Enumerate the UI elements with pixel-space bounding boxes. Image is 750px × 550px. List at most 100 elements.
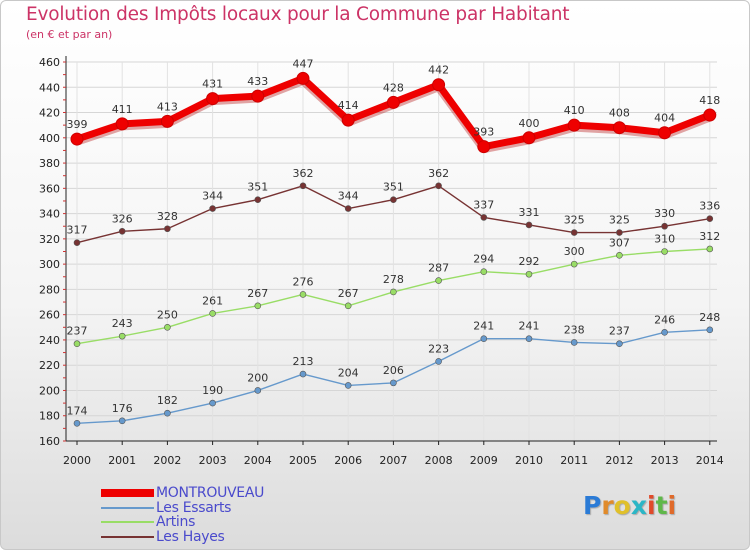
series-point-3: [73, 239, 81, 246]
series-point-0: [386, 95, 400, 109]
series-point-0: [658, 126, 672, 140]
data-label-3: 328: [157, 210, 178, 223]
data-label-1: 246: [654, 313, 675, 326]
data-label-0: 433: [247, 75, 268, 88]
data-label-2: 312: [699, 230, 720, 243]
legend-swatch-2: [101, 521, 154, 524]
y-tick-label: 240: [39, 334, 60, 347]
series-point-0: [432, 78, 446, 92]
series-point-0: [115, 117, 129, 131]
series-point-0: [522, 131, 536, 145]
y-tick-label: 160: [39, 435, 60, 448]
x-tick-label: 2013: [651, 454, 679, 467]
data-label-2: 261: [202, 294, 223, 307]
data-label-1: 176: [112, 402, 133, 415]
data-label-0: 399: [67, 118, 88, 131]
series-point-3: [209, 205, 216, 212]
data-label-2: 287: [428, 262, 449, 275]
x-tick-label: 2010: [515, 454, 543, 467]
series-point-2: [706, 245, 714, 253]
legend-label-2: Artins: [156, 514, 196, 531]
series-point-3: [616, 229, 623, 236]
legend-item-3: Les Hayes: [101, 530, 264, 545]
legend-item-1: Les Essarts: [101, 501, 264, 516]
y-tick-label: 360: [39, 182, 60, 195]
y-tick-label: 400: [39, 132, 60, 145]
series-point-2: [73, 340, 81, 348]
series-point-3: [706, 215, 714, 222]
y-tick-label: 260: [39, 309, 60, 322]
legend-swatch-3: [101, 535, 154, 538]
data-label-2: 310: [654, 233, 675, 246]
series-point-1: [164, 409, 171, 417]
data-label-3: 336: [699, 200, 720, 213]
series-point-0: [477, 140, 491, 154]
data-label-3: 325: [564, 214, 585, 227]
data-label-1: 174: [67, 404, 88, 417]
series-point-3: [435, 182, 442, 190]
data-label-2: 294: [473, 253, 494, 266]
data-label-3: 344: [202, 190, 223, 203]
series-point-2: [480, 268, 488, 276]
data-label-0: 400: [519, 117, 540, 130]
data-label-1: 223: [428, 342, 449, 355]
y-tick-label: 220: [39, 359, 60, 372]
y-tick-label: 300: [39, 258, 60, 271]
proxiti-logo: Proxiti: [583, 491, 676, 520]
data-label-3: 330: [654, 207, 675, 220]
x-tick-label: 2002: [153, 454, 181, 467]
data-label-2: 300: [564, 245, 585, 258]
data-label-2: 243: [112, 317, 133, 330]
series-point-1: [118, 417, 126, 425]
data-label-3: 351: [247, 181, 268, 194]
data-label-0: 393: [473, 126, 494, 139]
logo-letter: i: [647, 491, 656, 520]
data-label-2: 237: [67, 325, 88, 338]
data-label-0: 442: [428, 64, 449, 77]
x-tick-label: 2000: [63, 454, 91, 467]
data-label-0: 411: [112, 103, 133, 116]
series-point-1: [480, 335, 488, 342]
x-tick-label: 2004: [244, 454, 272, 467]
data-label-3: 362: [428, 167, 449, 180]
series-point-1: [570, 339, 578, 346]
y-tick-label: 180: [39, 410, 60, 423]
x-tick-label: 2011: [560, 454, 588, 467]
series-point-2: [661, 248, 668, 255]
data-label-0: 418: [699, 94, 720, 107]
series-point-0: [612, 121, 626, 135]
x-tick-label: 2007: [379, 454, 407, 467]
series-point-0: [296, 71, 310, 85]
series-point-2: [209, 310, 216, 317]
data-label-2: 267: [338, 287, 359, 300]
x-tick-label: 2001: [108, 454, 136, 467]
legend-item-0: MONTROUVEAU: [101, 486, 264, 501]
data-label-0: 410: [564, 104, 585, 117]
data-label-2: 276: [293, 275, 314, 288]
legend-label-0: MONTROUVEAU: [156, 485, 265, 502]
chart-title: Evolution des Impôts locaux pour la Comm…: [26, 4, 570, 25]
data-label-3: 362: [293, 167, 314, 180]
series-point-1: [661, 329, 668, 336]
data-label-2: 278: [383, 273, 404, 286]
series-point-2: [390, 288, 397, 296]
data-label-2: 250: [157, 308, 178, 321]
series-point-1: [209, 399, 216, 407]
data-label-0: 447: [293, 57, 314, 70]
legend: MONTROUVEAU Les Essarts Artins Les Hayes: [101, 486, 264, 544]
x-tick-label: 2012: [605, 454, 633, 467]
y-tick-label: 460: [39, 56, 60, 69]
series-point-0: [703, 108, 717, 122]
series-point-2: [299, 291, 307, 298]
logo-letter: o: [613, 491, 631, 520]
y-tick-label: 340: [39, 208, 60, 221]
data-label-3: 317: [67, 224, 88, 237]
x-tick-label: 2003: [199, 454, 227, 467]
data-label-3: 331: [519, 206, 540, 219]
series-point-2: [118, 332, 126, 340]
data-label-2: 292: [519, 255, 540, 268]
data-label-1: 241: [519, 320, 540, 333]
x-tick-label: 2009: [470, 454, 498, 467]
